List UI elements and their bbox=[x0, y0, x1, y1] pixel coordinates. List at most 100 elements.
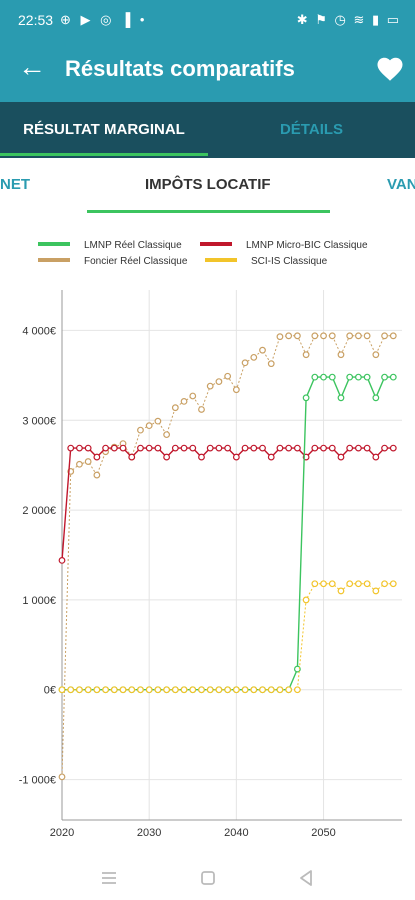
data-point bbox=[381, 444, 388, 452]
series-line bbox=[61, 447, 394, 561]
data-point bbox=[163, 686, 171, 694]
recent-apps-icon[interactable] bbox=[95, 864, 123, 892]
data-point bbox=[180, 444, 188, 452]
data-point bbox=[215, 686, 223, 694]
data-point bbox=[93, 453, 101, 461]
legend-swatch bbox=[38, 258, 70, 262]
data-point bbox=[93, 471, 101, 479]
data-point bbox=[285, 686, 293, 694]
data-point bbox=[250, 686, 258, 694]
data-point bbox=[381, 332, 388, 340]
data-point bbox=[328, 580, 336, 588]
data-point bbox=[154, 444, 162, 452]
data-point bbox=[328, 444, 336, 452]
data-point bbox=[355, 373, 362, 381]
data-point bbox=[163, 453, 171, 461]
data-point bbox=[363, 444, 371, 452]
data-point bbox=[346, 373, 354, 381]
data-point bbox=[189, 392, 197, 400]
data-point bbox=[276, 686, 284, 694]
back-nav-icon[interactable] bbox=[292, 864, 320, 892]
favorite-heart-icon[interactable] bbox=[375, 54, 405, 84]
data-point bbox=[320, 580, 327, 588]
data-point bbox=[215, 378, 223, 386]
data-point bbox=[355, 444, 362, 452]
x-tick-label: 2020 bbox=[50, 827, 74, 839]
subtab-net[interactable]: NET bbox=[0, 176, 30, 193]
y-tick-label: 2 000€ bbox=[22, 505, 56, 517]
data-point bbox=[293, 686, 301, 694]
data-point bbox=[311, 444, 319, 452]
data-point bbox=[145, 422, 153, 430]
data-point bbox=[198, 453, 205, 461]
subtab-impots-locatif[interactable]: IMPÔTS LOCATIF bbox=[145, 176, 271, 193]
data-point bbox=[241, 686, 249, 694]
data-point bbox=[84, 458, 92, 465]
data-point bbox=[337, 587, 345, 595]
data-point bbox=[215, 444, 223, 452]
y-tick-label: 3 000€ bbox=[22, 415, 56, 427]
data-point bbox=[389, 373, 397, 381]
main-tabs: RÉSULTAT MARGINAL DÉTAILS bbox=[0, 102, 415, 158]
y-tick-label: 4 000€ bbox=[22, 325, 56, 337]
data-point bbox=[355, 332, 362, 340]
data-point bbox=[311, 580, 319, 588]
legend-swatch bbox=[200, 242, 232, 246]
back-arrow-icon[interactable]: ← bbox=[18, 51, 46, 82]
data-point bbox=[267, 686, 275, 694]
data-point bbox=[67, 686, 75, 694]
data-point bbox=[293, 444, 301, 452]
data-point bbox=[259, 444, 266, 452]
data-point bbox=[110, 686, 118, 694]
home-icon[interactable] bbox=[194, 864, 222, 892]
data-point bbox=[363, 332, 371, 340]
x-tick-label: 2050 bbox=[311, 827, 335, 839]
data-point bbox=[58, 556, 66, 564]
data-point bbox=[102, 444, 109, 452]
legend-label: Foncier Réel Classique bbox=[84, 256, 188, 267]
data-point bbox=[267, 360, 275, 368]
data-point bbox=[110, 444, 118, 452]
data-point bbox=[137, 444, 144, 452]
tab-details[interactable]: DÉTAILS bbox=[279, 121, 344, 138]
data-point bbox=[320, 332, 327, 340]
data-point bbox=[241, 359, 249, 367]
subtab-van[interactable]: VAN bbox=[387, 176, 415, 193]
data-point bbox=[189, 686, 197, 694]
data-point bbox=[250, 353, 258, 361]
data-point bbox=[154, 686, 162, 694]
data-point bbox=[302, 394, 310, 402]
data-point bbox=[389, 332, 397, 340]
data-point bbox=[224, 686, 232, 694]
data-point bbox=[206, 444, 214, 452]
data-point bbox=[58, 773, 66, 781]
data-point bbox=[163, 431, 171, 439]
chart-subtabs: NET IMPÔTS LOCATIF VAN bbox=[0, 158, 415, 216]
data-point bbox=[137, 426, 144, 434]
data-point bbox=[119, 686, 127, 694]
series-line bbox=[61, 335, 394, 777]
data-point bbox=[250, 444, 258, 452]
active-tab-indicator bbox=[0, 153, 208, 156]
data-point bbox=[337, 453, 345, 461]
tab-resultat-marginal[interactable]: RÉSULTAT MARGINAL bbox=[23, 121, 185, 138]
data-point bbox=[198, 406, 205, 413]
data-point bbox=[328, 373, 336, 381]
data-point bbox=[363, 373, 371, 381]
data-point bbox=[337, 351, 345, 359]
x-tick-label: 2030 bbox=[137, 827, 161, 839]
legend-swatch bbox=[38, 242, 70, 246]
data-point bbox=[259, 346, 266, 354]
data-point bbox=[171, 686, 179, 694]
data-point bbox=[346, 580, 354, 588]
data-point bbox=[171, 404, 179, 412]
data-point bbox=[232, 453, 240, 461]
data-point bbox=[381, 373, 388, 381]
data-point bbox=[102, 686, 109, 694]
data-point bbox=[206, 382, 214, 390]
data-point bbox=[67, 444, 75, 452]
data-point bbox=[180, 397, 188, 405]
system-status-icons: ✱ ⚑ ◷ ≋ ▮ ▭ bbox=[296, 12, 401, 27]
data-point bbox=[224, 444, 232, 452]
data-point bbox=[389, 580, 397, 588]
